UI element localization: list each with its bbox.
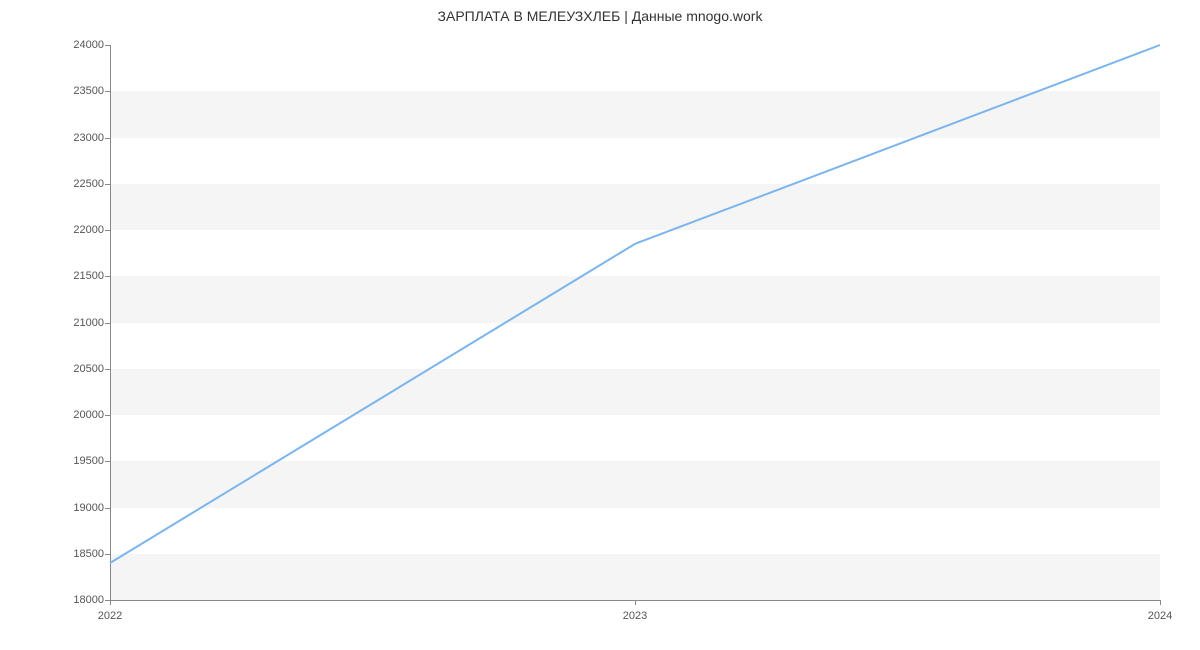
x-tick-mark	[110, 600, 111, 605]
chart-container: ЗАРПЛАТА В МЕЛЕУЗХЛЕБ | Данные mnogo.wor…	[0, 0, 1200, 650]
plot-area: 1800018500190001950020000205002100021500…	[110, 45, 1160, 600]
line-layer	[110, 45, 1160, 600]
x-tick-mark	[635, 600, 636, 605]
x-tick-mark	[1160, 600, 1161, 605]
chart-title: ЗАРПЛАТА В МЕЛЕУЗХЛЕБ | Данные mnogo.wor…	[0, 0, 1200, 24]
series-line-salary	[110, 45, 1160, 563]
